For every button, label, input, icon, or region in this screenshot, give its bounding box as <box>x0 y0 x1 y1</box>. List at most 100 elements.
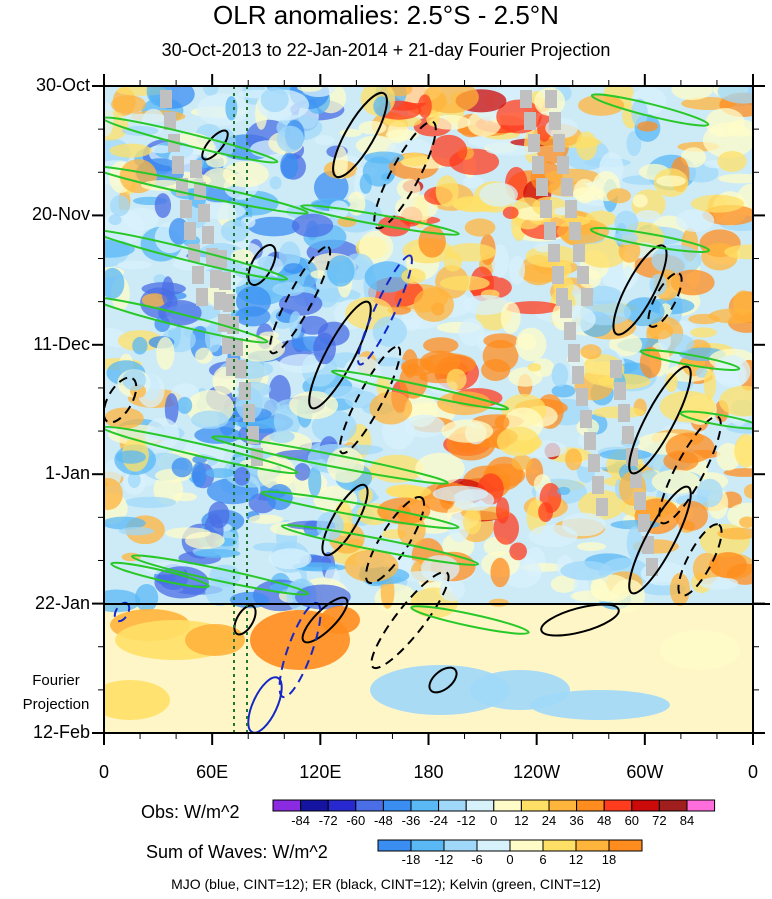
missing-data-block <box>540 200 552 218</box>
waves-colorbar-tick-label: 18 <box>601 852 617 867</box>
y-tick-label: 11-Dec <box>33 333 90 354</box>
missing-data-block <box>560 300 572 318</box>
missing-data-block <box>190 160 202 178</box>
missing-data-block <box>576 388 588 406</box>
obs-anomaly-patch <box>635 209 661 223</box>
obs-anomaly-patch <box>127 471 141 488</box>
obs-anomaly-patch <box>278 241 301 270</box>
obs-anomaly-patch <box>205 576 235 607</box>
missing-data-block <box>532 156 544 174</box>
obs-anomaly-patch <box>313 332 336 365</box>
obs-anomaly-patch <box>195 347 213 364</box>
obs-anomaly-patch <box>719 385 753 417</box>
waves-colorbar-swatch <box>410 839 445 852</box>
obs-anomaly-patch <box>576 131 598 161</box>
obs-anomaly-patch <box>696 478 723 508</box>
missing-data-block <box>584 432 596 450</box>
obs-anomaly-patch <box>326 255 355 287</box>
obs-anomaly-patch <box>676 209 715 232</box>
missing-data-block <box>569 222 581 240</box>
obs-anomaly-patch <box>165 527 211 539</box>
obs-anomaly-patch <box>111 95 146 114</box>
obs-colorbar-tick-label: 24 <box>541 813 557 828</box>
obs-anomaly-patch <box>439 275 490 291</box>
obs-colorbar-swatch <box>410 799 440 812</box>
missing-data-block <box>548 244 560 262</box>
waves-colorbar-tick-label: 0 <box>506 852 514 867</box>
er-contour <box>338 345 402 455</box>
obs-colorbar-swatch <box>327 799 357 812</box>
kelvin-contour <box>280 524 480 566</box>
er-contour <box>301 596 349 644</box>
y-tick-label: 12-Feb <box>32 722 90 742</box>
obs-anomaly-patch <box>269 176 282 190</box>
missing-data-block <box>549 112 561 130</box>
projection-label-line-1: Fourier <box>32 672 80 689</box>
chart-title: OLR anomalies: 2.5°S - 2.5°N <box>213 0 559 30</box>
y-tick-label: 22-Jan <box>34 592 90 613</box>
obs-anomaly-patch <box>308 466 322 497</box>
obs-anomaly-patch <box>717 150 747 172</box>
missing-data-block <box>202 226 214 244</box>
obs-anomaly-patch <box>358 121 387 135</box>
obs-anomaly-patch <box>496 426 540 457</box>
obs-anomaly-patch <box>369 391 413 425</box>
obs-colorbar-swatch <box>438 799 467 812</box>
missing-data-block <box>239 382 251 400</box>
obs-anomaly-patch <box>387 305 412 315</box>
waves-colorbar-tick-label: -6 <box>471 852 483 867</box>
obs-anomaly-patch <box>118 526 155 536</box>
missing-data-block <box>592 476 604 494</box>
obs-anomaly-patch <box>377 215 411 237</box>
obs-anomaly-patch <box>571 186 606 201</box>
waves-colorbar-swatch <box>443 839 478 852</box>
obs-anomaly-patch <box>247 216 300 237</box>
obs-anomaly-patch <box>171 457 193 478</box>
obs-colorbar-swatch <box>465 799 495 812</box>
obs-anomaly-patch <box>225 96 238 121</box>
obs-anomaly-patch <box>659 390 716 423</box>
obs-colorbar-tick-label: 36 <box>569 813 584 828</box>
x-tick-label: 0 <box>98 762 109 782</box>
missing-data-block <box>198 204 210 222</box>
obs-anomaly-patch <box>606 188 631 204</box>
waves-colorbar-tick-label: -12 <box>434 852 454 867</box>
er-contour <box>247 244 277 286</box>
obs-anomaly-patch <box>578 94 625 116</box>
kelvin-contour <box>300 204 460 236</box>
obs-anomaly-patch <box>141 293 168 307</box>
obs-anomaly-patch <box>609 333 643 357</box>
er-contour <box>628 365 692 475</box>
obs-anomaly-patch <box>313 170 349 205</box>
y-tick-label: 20-Nov <box>31 204 90 225</box>
kelvin-contour <box>130 554 310 596</box>
projection-anomaly-patch <box>370 665 510 715</box>
obs-anomaly-patch <box>423 337 459 354</box>
obs-anomaly-patch <box>656 175 686 187</box>
kelvin-contour <box>639 349 741 371</box>
er-contour <box>233 604 257 636</box>
obs-colorbar-tick-label: 72 <box>652 813 667 828</box>
kelvin-contour <box>330 369 510 411</box>
er-contour <box>540 603 620 637</box>
obs-anomaly-patch <box>278 292 323 316</box>
projection-label-line-2: Projection <box>22 696 90 713</box>
x-tick-label: 60E <box>196 762 229 782</box>
obs-anomaly-patch <box>104 589 141 613</box>
obs-anomaly-patch <box>110 195 130 217</box>
obs-anomaly-patch <box>415 452 465 485</box>
obs-anomaly-patch <box>488 598 509 607</box>
obs-colorbar-swatch <box>603 799 633 812</box>
er-contour <box>201 129 229 161</box>
obs-colorbar-swatch <box>686 799 716 812</box>
obs-anomaly-patch <box>699 576 739 590</box>
obs-colorbar-tick-label: 84 <box>679 813 695 828</box>
x-tick-label: 60W <box>626 762 664 782</box>
missing-data-block <box>618 404 630 422</box>
kelvin-contour <box>104 229 289 281</box>
er-contour <box>364 495 426 585</box>
obs-anomaly-patch <box>462 509 482 535</box>
obs-anomaly-patch <box>637 121 659 132</box>
missing-data-block <box>164 112 176 130</box>
